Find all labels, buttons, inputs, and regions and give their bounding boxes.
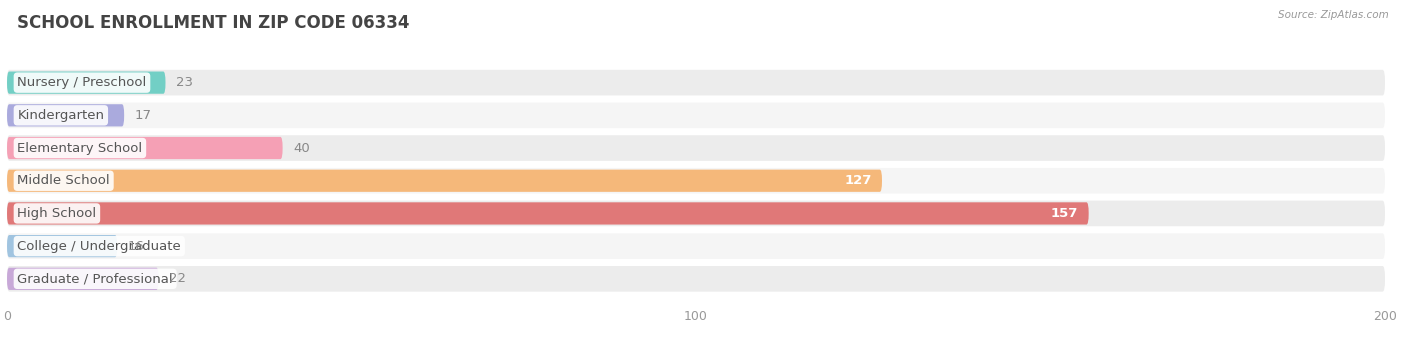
Text: High School: High School — [17, 207, 97, 220]
FancyBboxPatch shape — [7, 235, 117, 257]
Text: Graduate / Professional: Graduate / Professional — [17, 272, 173, 285]
FancyBboxPatch shape — [7, 72, 166, 94]
Text: 17: 17 — [135, 109, 152, 122]
FancyBboxPatch shape — [7, 202, 1088, 224]
FancyBboxPatch shape — [7, 169, 882, 192]
FancyBboxPatch shape — [7, 268, 159, 290]
FancyBboxPatch shape — [7, 201, 1385, 226]
Text: 157: 157 — [1050, 207, 1078, 220]
Text: College / Undergraduate: College / Undergraduate — [17, 240, 181, 253]
FancyBboxPatch shape — [7, 137, 283, 159]
Text: Source: ZipAtlas.com: Source: ZipAtlas.com — [1278, 10, 1389, 20]
Text: Middle School: Middle School — [17, 174, 110, 187]
FancyBboxPatch shape — [7, 104, 124, 127]
FancyBboxPatch shape — [7, 103, 1385, 128]
FancyBboxPatch shape — [7, 233, 1385, 259]
Text: Kindergarten: Kindergarten — [17, 109, 104, 122]
Text: 22: 22 — [169, 272, 186, 285]
Text: SCHOOL ENROLLMENT IN ZIP CODE 06334: SCHOOL ENROLLMENT IN ZIP CODE 06334 — [17, 14, 409, 32]
Text: 40: 40 — [292, 142, 309, 154]
FancyBboxPatch shape — [7, 266, 1385, 292]
FancyBboxPatch shape — [7, 168, 1385, 194]
Text: 127: 127 — [844, 174, 872, 187]
FancyBboxPatch shape — [7, 70, 1385, 95]
Text: Nursery / Preschool: Nursery / Preschool — [17, 76, 146, 89]
Text: 16: 16 — [128, 240, 145, 253]
Text: 23: 23 — [176, 76, 193, 89]
Text: Elementary School: Elementary School — [17, 142, 142, 154]
FancyBboxPatch shape — [7, 135, 1385, 161]
